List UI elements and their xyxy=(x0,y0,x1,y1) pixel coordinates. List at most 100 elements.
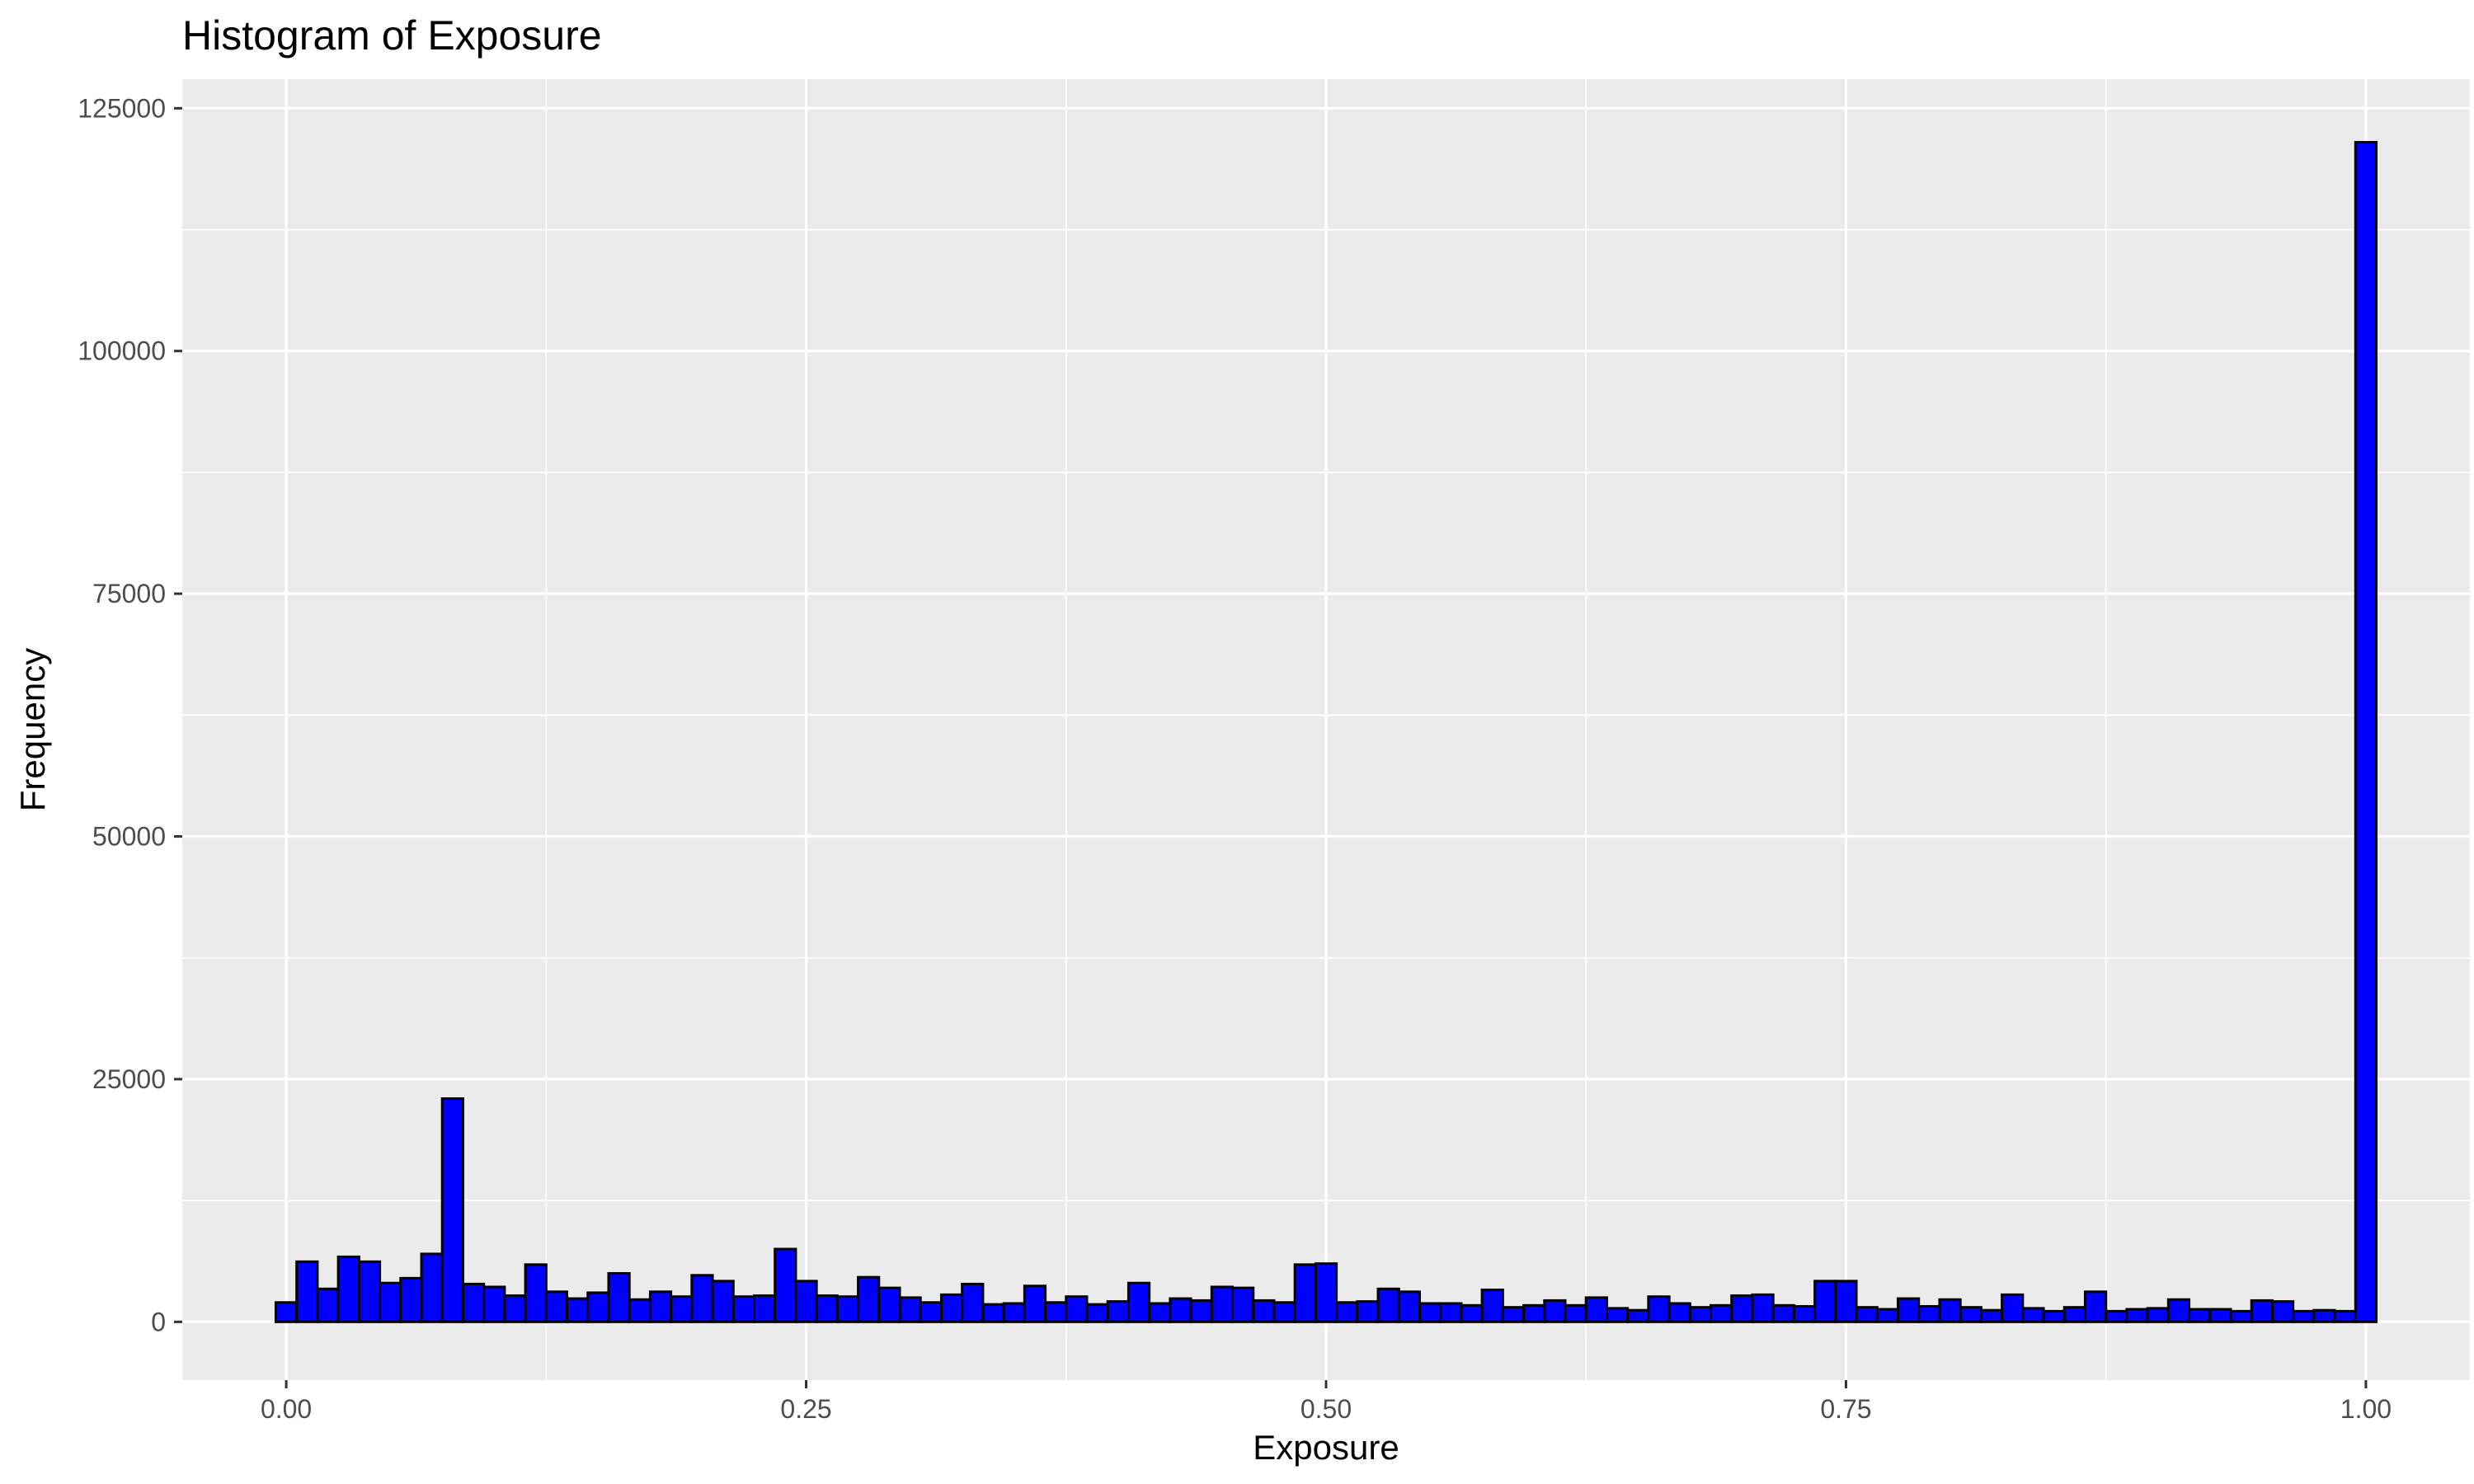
histogram-bar xyxy=(898,1296,922,1323)
histogram-bar xyxy=(1460,1303,1484,1323)
y-tick-label: 75000 xyxy=(92,579,166,608)
histogram-bar xyxy=(607,1271,631,1323)
histogram-bar xyxy=(1730,1294,1754,1323)
histogram-bar xyxy=(1439,1302,1463,1323)
histogram-bar xyxy=(1564,1303,1587,1323)
histogram-bar xyxy=(961,1282,985,1323)
histogram-bar xyxy=(690,1274,714,1323)
histogram-bar xyxy=(440,1097,464,1323)
histogram-bar xyxy=(1792,1305,1817,1323)
y-tick-label: 25000 xyxy=(92,1064,166,1094)
histogram-bar xyxy=(2208,1308,2232,1323)
histogram-bar xyxy=(2270,1300,2295,1323)
histogram-bar xyxy=(1148,1302,1172,1323)
histogram-bar xyxy=(1688,1306,1713,1323)
histogram-bar xyxy=(2188,1308,2212,1323)
x-tick-label: 1.00 xyxy=(2340,1394,2392,1424)
histogram-bar xyxy=(503,1294,527,1323)
x-axis: 0.00 0.25 0.50 0.75 1.00 xyxy=(261,1380,2392,1424)
histogram-bar xyxy=(566,1297,590,1323)
histogram-bar xyxy=(1751,1293,1775,1323)
histogram-bar xyxy=(2105,1309,2128,1323)
histogram-bar xyxy=(274,1301,299,1323)
histogram-bar xyxy=(1418,1302,1442,1323)
y-axis: 0 25000 50000 75000 100000 125000 xyxy=(78,93,182,1336)
histogram-bar xyxy=(711,1280,735,1323)
histogram-bar xyxy=(1126,1281,1151,1323)
histogram-bar xyxy=(357,1260,382,1323)
histogram-bar xyxy=(1169,1297,1192,1323)
histogram-bar xyxy=(1917,1305,1941,1323)
histogram-bar xyxy=(2083,1290,2108,1323)
histogram-bar xyxy=(2021,1307,2045,1323)
histogram-bar xyxy=(1272,1301,1296,1323)
histogram-bar xyxy=(1002,1302,1026,1323)
histogram-bar xyxy=(1771,1303,1795,1323)
histogram-bar xyxy=(544,1290,569,1323)
histogram-bar xyxy=(295,1260,319,1323)
histogram-bar xyxy=(1023,1284,1047,1323)
histogram-bar xyxy=(1106,1300,1130,1323)
histogram-bar xyxy=(336,1255,360,1323)
histogram-bar xyxy=(1314,1262,1338,1323)
y-tick-label: 100000 xyxy=(78,336,166,366)
histogram-bar xyxy=(524,1263,548,1323)
histogram-bar xyxy=(670,1295,694,1323)
histogram-bar xyxy=(2250,1298,2274,1323)
histogram-bar xyxy=(1897,1297,1921,1323)
histogram-bar xyxy=(586,1291,610,1323)
histogram-bar xyxy=(1875,1308,1899,1323)
histogram-bar xyxy=(1938,1298,1962,1323)
histogram-bar xyxy=(753,1294,777,1323)
histogram-bar xyxy=(2354,141,2378,1323)
histogram-bar xyxy=(1189,1298,1213,1323)
histogram-bar xyxy=(482,1285,506,1323)
histogram-bar xyxy=(981,1303,1005,1323)
histogram-bar xyxy=(2001,1293,2025,1323)
histogram-bar xyxy=(1979,1308,2004,1323)
histogram-bars xyxy=(274,141,2378,1323)
histogram-bar xyxy=(1044,1301,1068,1323)
histogram-bar xyxy=(399,1276,423,1323)
histogram-bar xyxy=(2146,1307,2170,1323)
histogram-bar xyxy=(2292,1309,2316,1323)
histogram-bar xyxy=(835,1295,860,1323)
x-tick-label: 0.25 xyxy=(780,1394,831,1424)
histogram-bar xyxy=(1231,1286,1255,1323)
histogram-bar xyxy=(1710,1303,1733,1323)
histogram-bar xyxy=(2125,1308,2149,1323)
histogram-bar xyxy=(1293,1263,1317,1323)
histogram-bar xyxy=(420,1252,444,1323)
histogram-bar xyxy=(628,1298,651,1323)
histogram-bar xyxy=(1480,1288,1504,1323)
histogram-bar xyxy=(2229,1309,2253,1323)
histogram-bar xyxy=(1065,1295,1089,1323)
histogram-bar xyxy=(1085,1303,1109,1323)
histogram-bar xyxy=(316,1287,340,1323)
histogram-bar xyxy=(1959,1306,1982,1323)
histogram-bar xyxy=(1210,1285,1235,1323)
histogram-bar xyxy=(1667,1302,1691,1323)
chart-title: Histogram of Exposure xyxy=(182,12,602,59)
histogram-bar xyxy=(731,1295,755,1323)
y-tick-label: 50000 xyxy=(92,822,166,852)
histogram-bar xyxy=(1626,1308,1650,1323)
histogram-bar xyxy=(857,1275,881,1323)
histogram-bar xyxy=(648,1290,673,1323)
histogram-bar xyxy=(1252,1298,1276,1323)
x-tick-label: 0.75 xyxy=(1820,1394,1871,1424)
histogram-bar xyxy=(2312,1308,2336,1323)
histogram-bar xyxy=(2333,1309,2357,1323)
histogram-bar xyxy=(2062,1306,2086,1323)
x-tick-label: 0.50 xyxy=(1300,1394,1352,1424)
histogram-bar xyxy=(461,1282,486,1323)
histogram-bar xyxy=(1376,1287,1400,1323)
histogram-bar xyxy=(794,1280,818,1323)
histogram-bar xyxy=(1335,1301,1359,1323)
histogram-bar xyxy=(774,1247,797,1323)
histogram-bar xyxy=(2166,1298,2191,1323)
histogram-bar xyxy=(1356,1300,1380,1323)
histogram-bar xyxy=(939,1293,964,1323)
histogram-bar xyxy=(1647,1295,1671,1323)
